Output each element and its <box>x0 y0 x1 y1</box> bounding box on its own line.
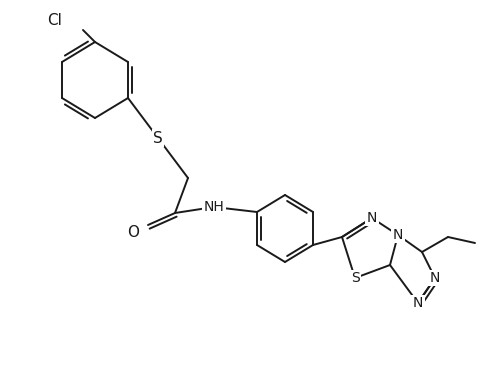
Text: N: N <box>367 211 377 225</box>
Text: O: O <box>127 224 139 240</box>
Text: N: N <box>430 271 440 285</box>
Text: S: S <box>351 271 359 285</box>
Text: NH: NH <box>204 200 224 214</box>
Text: Cl: Cl <box>47 13 63 27</box>
Text: N: N <box>393 228 403 242</box>
Text: S: S <box>153 131 163 145</box>
Text: N: N <box>413 296 423 310</box>
